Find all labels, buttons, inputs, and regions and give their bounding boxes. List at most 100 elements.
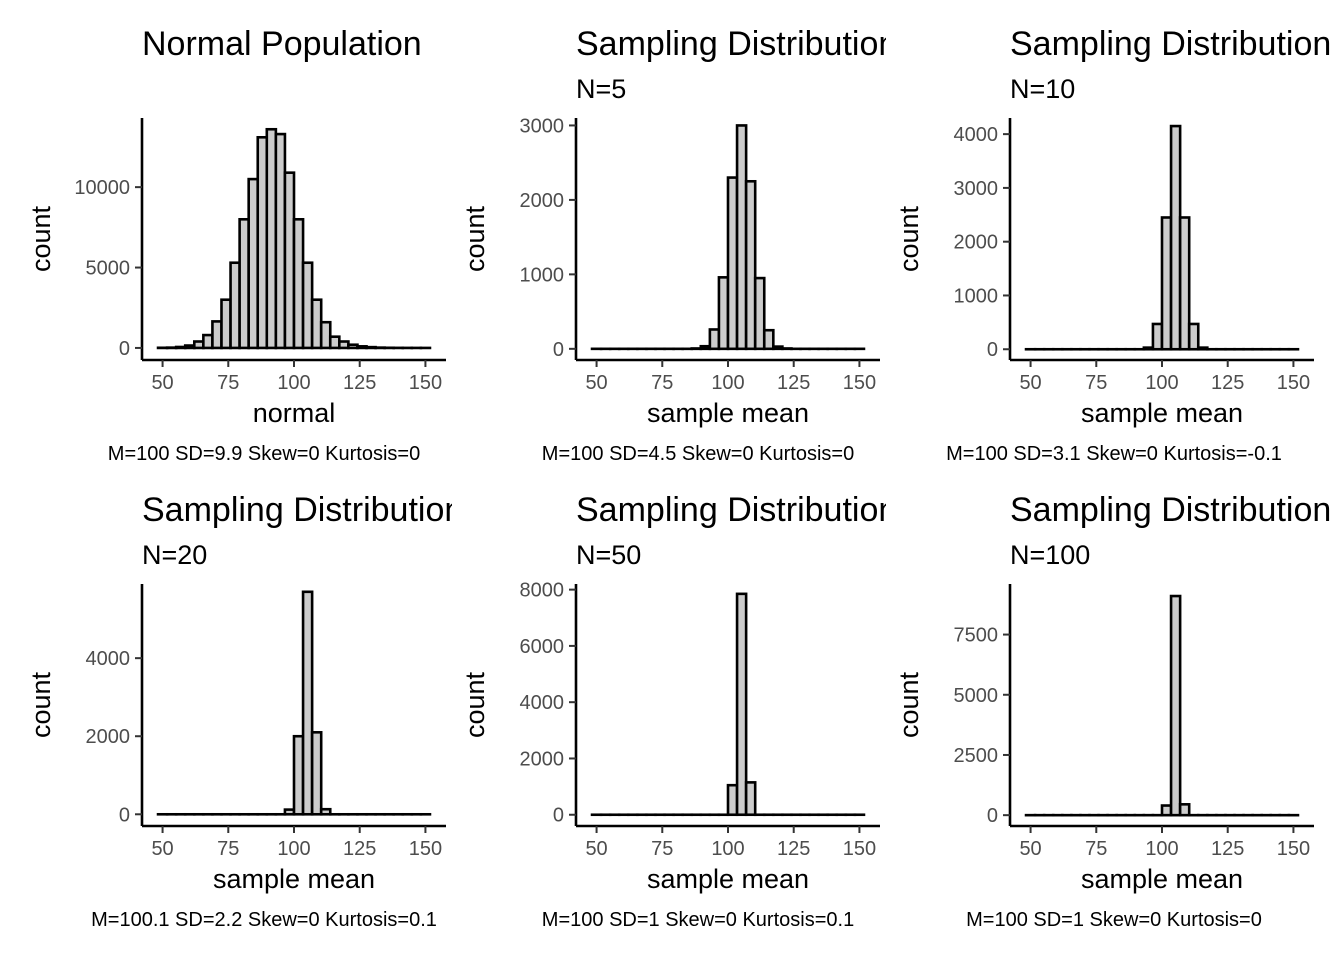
histogram-bar	[303, 263, 312, 348]
x-tick-label: 125	[343, 838, 376, 860]
histogram-bar	[1171, 126, 1180, 349]
histogram-bar	[1198, 348, 1207, 350]
stats-caption: M=100 SD=9.9 Skew=0 Kurtosis=0	[108, 443, 420, 465]
histogram-bar	[728, 178, 737, 349]
x-tick-label: 150	[843, 838, 876, 860]
y-tick-label: 2000	[520, 190, 565, 212]
stats-caption: M=100 SD=4.5 Skew=0 Kurtosis=0	[542, 443, 854, 465]
histogram-bar	[701, 346, 710, 349]
y-tick-label: 6000	[520, 636, 565, 658]
histogram-bar	[746, 782, 755, 814]
x-tick-label: 75	[651, 372, 673, 394]
y-tick-label: 4000	[520, 692, 565, 714]
histogram-bar	[1189, 324, 1198, 349]
x-tick-label: 100	[711, 838, 744, 860]
chart-subtitle: N=10	[1010, 74, 1075, 104]
x-tick-label: 150	[1277, 838, 1310, 860]
histogram-bar	[773, 347, 782, 349]
x-tick-label: 100	[277, 838, 310, 860]
x-tick-label: 75	[217, 838, 239, 860]
histogram-bar	[755, 278, 764, 349]
histogram-bar	[294, 219, 303, 348]
y-tick-label: 10000	[74, 177, 130, 199]
chart-title: Sampling Distribution	[576, 25, 897, 63]
histogram-bar	[212, 321, 221, 348]
histogram-bar	[276, 134, 285, 348]
y-tick-label: 8000	[520, 580, 565, 602]
y-tick-label: 0	[987, 805, 998, 827]
chart-subtitle: N=100	[1010, 540, 1090, 570]
y-tick-label: 3000	[954, 178, 999, 200]
histogram-bar	[367, 347, 376, 348]
y-tick-label: 2500	[954, 745, 999, 767]
histogram-bar	[746, 181, 755, 349]
histogram-bar	[321, 809, 330, 814]
histogram-bar	[330, 337, 339, 348]
x-tick-label: 100	[277, 372, 310, 394]
histogram-bar	[303, 592, 312, 814]
y-axis-title: count	[894, 671, 924, 738]
y-tick-label: 1000	[520, 264, 565, 286]
x-tick-label: 50	[1019, 372, 1041, 394]
histogram-bar	[249, 179, 258, 348]
x-tick-label: 75	[1085, 838, 1107, 860]
x-tick-label: 50	[151, 372, 173, 394]
x-tick-label: 125	[777, 372, 810, 394]
histogram-bar	[258, 137, 267, 348]
histogram-bar	[285, 173, 294, 348]
y-axis-title: count	[26, 671, 56, 738]
histogram-bar	[194, 342, 203, 348]
stats-caption: M=100.1 SD=2.2 Skew=0 Kurtosis=0.1	[91, 909, 437, 931]
histogram-bar	[294, 736, 303, 814]
histogram-bar	[1144, 348, 1153, 350]
histogram-bar	[728, 785, 737, 815]
histogram-bar	[321, 322, 330, 348]
histogram-bar	[737, 125, 746, 348]
x-tick-label: 150	[1277, 372, 1310, 394]
x-tick-label: 125	[1211, 372, 1244, 394]
histogram-bar	[710, 329, 719, 348]
y-tick-label: 4000	[86, 648, 131, 670]
y-tick-label: 7500	[954, 625, 999, 647]
x-tick-label: 125	[1211, 838, 1244, 860]
x-axis-title: sample mean	[1081, 398, 1243, 428]
y-tick-label: 0	[119, 338, 130, 360]
x-axis-title: sample mean	[213, 864, 375, 894]
histogram-bar	[1180, 804, 1189, 815]
x-tick-label: 125	[343, 372, 376, 394]
histogram-bar	[1162, 217, 1171, 349]
y-tick-label: 0	[987, 339, 998, 361]
histogram-bar	[231, 263, 240, 348]
x-tick-label: 150	[409, 372, 442, 394]
histogram-bar	[176, 347, 185, 348]
x-tick-label: 75	[651, 838, 673, 860]
x-axis-title: normal	[253, 398, 336, 428]
y-tick-label: 3000	[520, 115, 565, 137]
x-tick-label: 50	[585, 372, 607, 394]
histogram-bar	[737, 594, 746, 815]
histogram-bar	[719, 277, 728, 348]
x-tick-label: 50	[585, 838, 607, 860]
histogram-bar	[267, 129, 276, 348]
x-axis-title: sample mean	[647, 864, 809, 894]
x-tick-label: 125	[777, 838, 810, 860]
chart-title: Sampling Distribution	[1010, 25, 1331, 63]
y-axis-title: count	[460, 671, 490, 738]
y-tick-label: 0	[553, 339, 564, 361]
x-tick-label: 50	[151, 838, 173, 860]
histogram-bar	[1171, 596, 1180, 815]
histogram-bar	[764, 330, 773, 349]
histogram-bar	[1162, 806, 1171, 816]
histogram-bar	[1180, 217, 1189, 349]
chart-title: Sampling Distribution	[142, 491, 463, 529]
y-tick-label: 4000	[954, 124, 999, 146]
stats-caption: M=100 SD=3.1 Skew=0 Kurtosis=-0.1	[946, 443, 1282, 465]
y-tick-label: 2000	[954, 232, 999, 254]
stats-caption: M=100 SD=1 Skew=0 Kurtosis=0.1	[542, 909, 854, 931]
chart-title: Sampling Distribution	[576, 491, 897, 529]
